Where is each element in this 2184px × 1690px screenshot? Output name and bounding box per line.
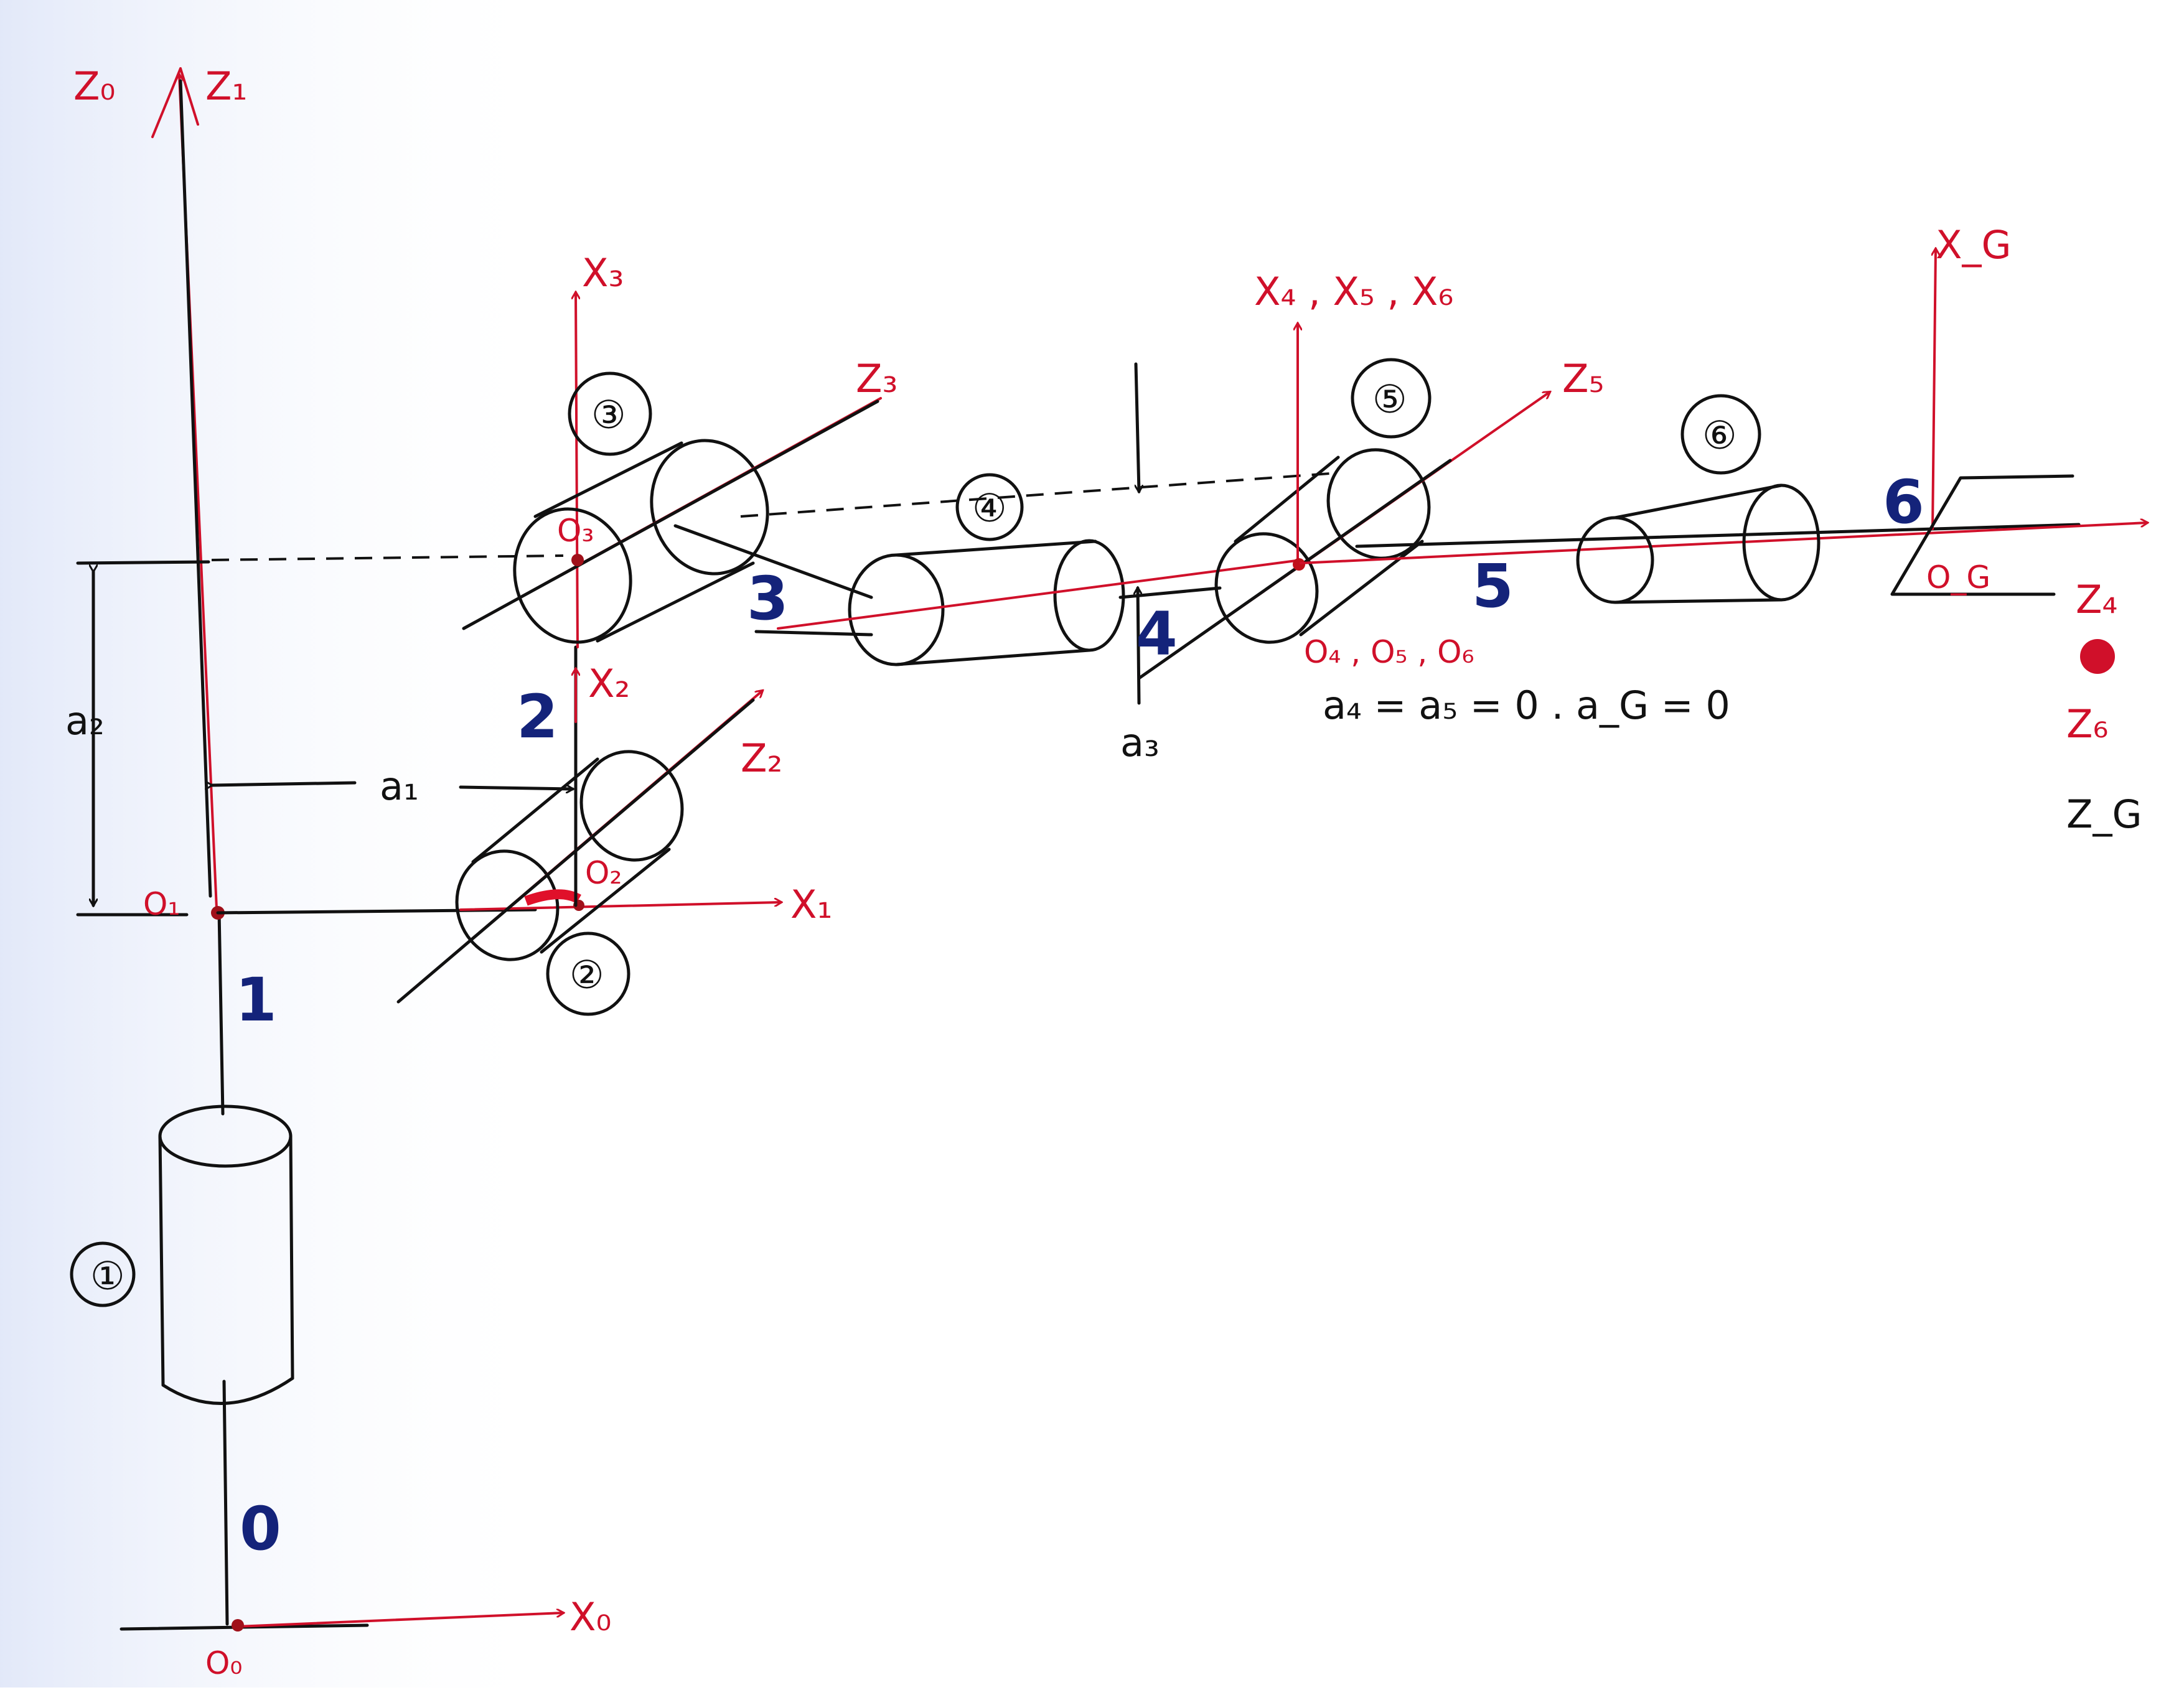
joint-6-cylinder <box>1576 483 1821 604</box>
z4-axis-through-4 <box>777 559 1302 630</box>
svg-text:⑥: ⑥ <box>1702 413 1737 458</box>
link-number-4: 4 <box>1136 599 1178 669</box>
x0-axis <box>235 1613 563 1628</box>
svg-text:③: ③ <box>591 392 626 437</box>
z5-red-blot <box>2080 639 2115 674</box>
joint-label-4: ④ <box>955 473 1024 541</box>
label-z0: Z₀ <box>73 63 115 109</box>
joint-label-3: ③ <box>568 371 652 456</box>
label-a3: a₃ <box>1120 720 1160 765</box>
label-o0: O₀ <box>205 1645 242 1681</box>
link-number-1: 1 <box>235 965 277 1035</box>
label-o3: O₃ <box>557 513 594 549</box>
svg-text:④: ④ <box>972 485 1007 531</box>
z3-axis-ink <box>462 399 879 630</box>
joint-5-cylinder <box>1214 448 1431 644</box>
label-o456: O₄ , O₅ , O₆ <box>1304 634 1474 670</box>
link-0-line <box>222 1380 229 1626</box>
joint-label-6: ⑥ <box>1680 394 1761 475</box>
link-number-0: 0 <box>240 1494 281 1564</box>
label-z1: Z₁ <box>205 63 247 109</box>
z-axis-arrow-left <box>151 67 182 138</box>
link-5-line <box>1355 523 2081 548</box>
joint-label-5: ⑤ <box>1351 358 1432 439</box>
label-zg: Z_G <box>2066 791 2142 837</box>
label-x456: X₄ , X₅ , X₆ <box>1254 269 1453 314</box>
origin-o456-dot <box>1293 558 1305 571</box>
link-1-line <box>217 910 225 1116</box>
label-z4: Z₄ <box>2076 577 2117 622</box>
label-a2: a₂ <box>65 698 105 744</box>
joint-3-cylinder <box>513 439 769 644</box>
a3-dimension-top <box>1134 362 1139 492</box>
z4-z6-zg-axis <box>1300 523 2147 564</box>
svg-text:①: ① <box>90 1253 125 1299</box>
gripper-bracket <box>1890 474 2074 596</box>
label-z3: Z₃ <box>856 356 898 401</box>
label-og: O_G <box>1926 559 1990 595</box>
origin-o3-dot <box>571 554 584 566</box>
joint-label-1: ① <box>70 1241 136 1307</box>
label-x3: X₃ <box>582 250 624 296</box>
label-a1: a₁ <box>380 763 419 809</box>
a3-dimension-bottom <box>1138 588 1139 705</box>
link-number-5: 5 <box>1472 551 1514 621</box>
joint-4-cylinder <box>848 539 1125 666</box>
x1-axis <box>459 902 781 911</box>
joint-2-cylinder <box>455 750 684 961</box>
z-axis-arrow-right <box>179 67 199 126</box>
svg-text:⑤: ⑤ <box>1372 376 1407 422</box>
label-xg: X_G <box>1936 222 2012 268</box>
label-z5: Z₅ <box>1562 356 1604 401</box>
label-x2: X₂ <box>588 661 630 706</box>
label-equation: a₄ = a₅ = 0 . a_G = 0 <box>1323 683 1730 728</box>
link-number-3: 3 <box>747 564 789 633</box>
label-z6: Z₆ <box>2066 701 2108 747</box>
a3-reference-dashes <box>740 472 1339 518</box>
a1-dimension-left <box>212 783 357 785</box>
link-4-line <box>1118 586 1222 599</box>
a1-dimension-right <box>459 787 573 789</box>
label-o2: O₂ <box>585 855 622 891</box>
label-x0: X₀ <box>569 1594 611 1640</box>
a2-top-tick <box>76 560 210 565</box>
a2-reference-dashes <box>211 554 564 561</box>
label-o1: O₁ <box>143 886 180 922</box>
xg-axis <box>1933 249 1936 530</box>
link-number-2: 2 <box>517 682 558 752</box>
label-x1: X₁ <box>790 882 832 927</box>
link-number-6: 6 <box>1883 467 1924 537</box>
link-3-line <box>673 524 873 599</box>
z5-axis-ink <box>1137 459 1452 680</box>
paper-tint <box>0 0 560 1688</box>
joint-label-2: ② <box>546 931 630 1016</box>
label-z2: Z₂ <box>741 735 782 781</box>
x3-axis <box>576 292 578 648</box>
origin-o0-dot <box>232 1619 244 1632</box>
z0-z1-axis-ink <box>179 79 212 898</box>
joint-1-cylinder <box>158 1104 294 1405</box>
link-3-base <box>754 630 873 637</box>
svg-text:②: ② <box>569 952 604 997</box>
